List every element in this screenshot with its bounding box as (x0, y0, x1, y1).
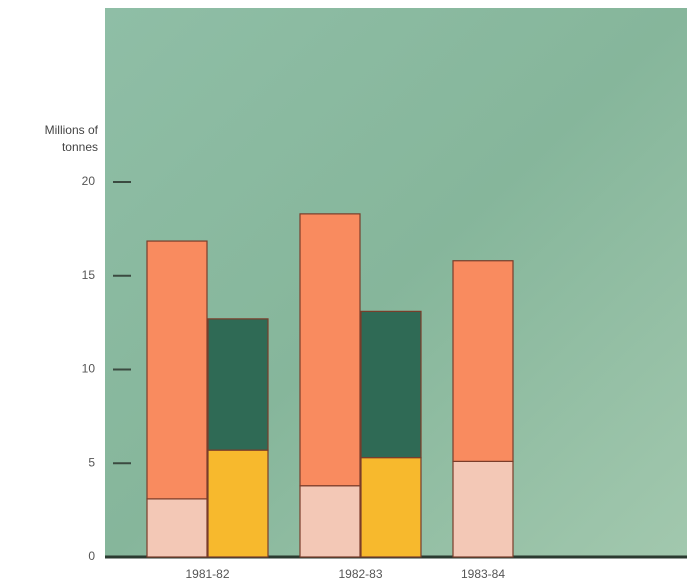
y-tick-label: 15 (82, 268, 96, 282)
bar-segment (146, 498, 208, 558)
y-axis-label: tonnes (62, 140, 98, 154)
bar-segment (360, 310, 422, 459)
bar-segment (452, 260, 514, 462)
y-tick-label: 5 (88, 455, 95, 469)
y-tick-label: 0 (88, 549, 95, 563)
bar-segment (360, 457, 422, 558)
bar-segment (207, 449, 269, 558)
bar-segment (299, 485, 361, 558)
y-tick-label: 10 (82, 362, 96, 376)
y-axis-label: Millions of (45, 123, 99, 137)
bar-segment (452, 460, 514, 558)
bar-segment (299, 213, 361, 487)
x-tick-label: 1981-82 (185, 567, 229, 581)
y-tick-label: 20 (82, 174, 96, 188)
x-tick-label: 1982-83 (338, 567, 382, 581)
x-tick-label: 1983-84 (461, 567, 505, 581)
bar-segment (146, 240, 208, 500)
bar-segment (207, 318, 269, 451)
